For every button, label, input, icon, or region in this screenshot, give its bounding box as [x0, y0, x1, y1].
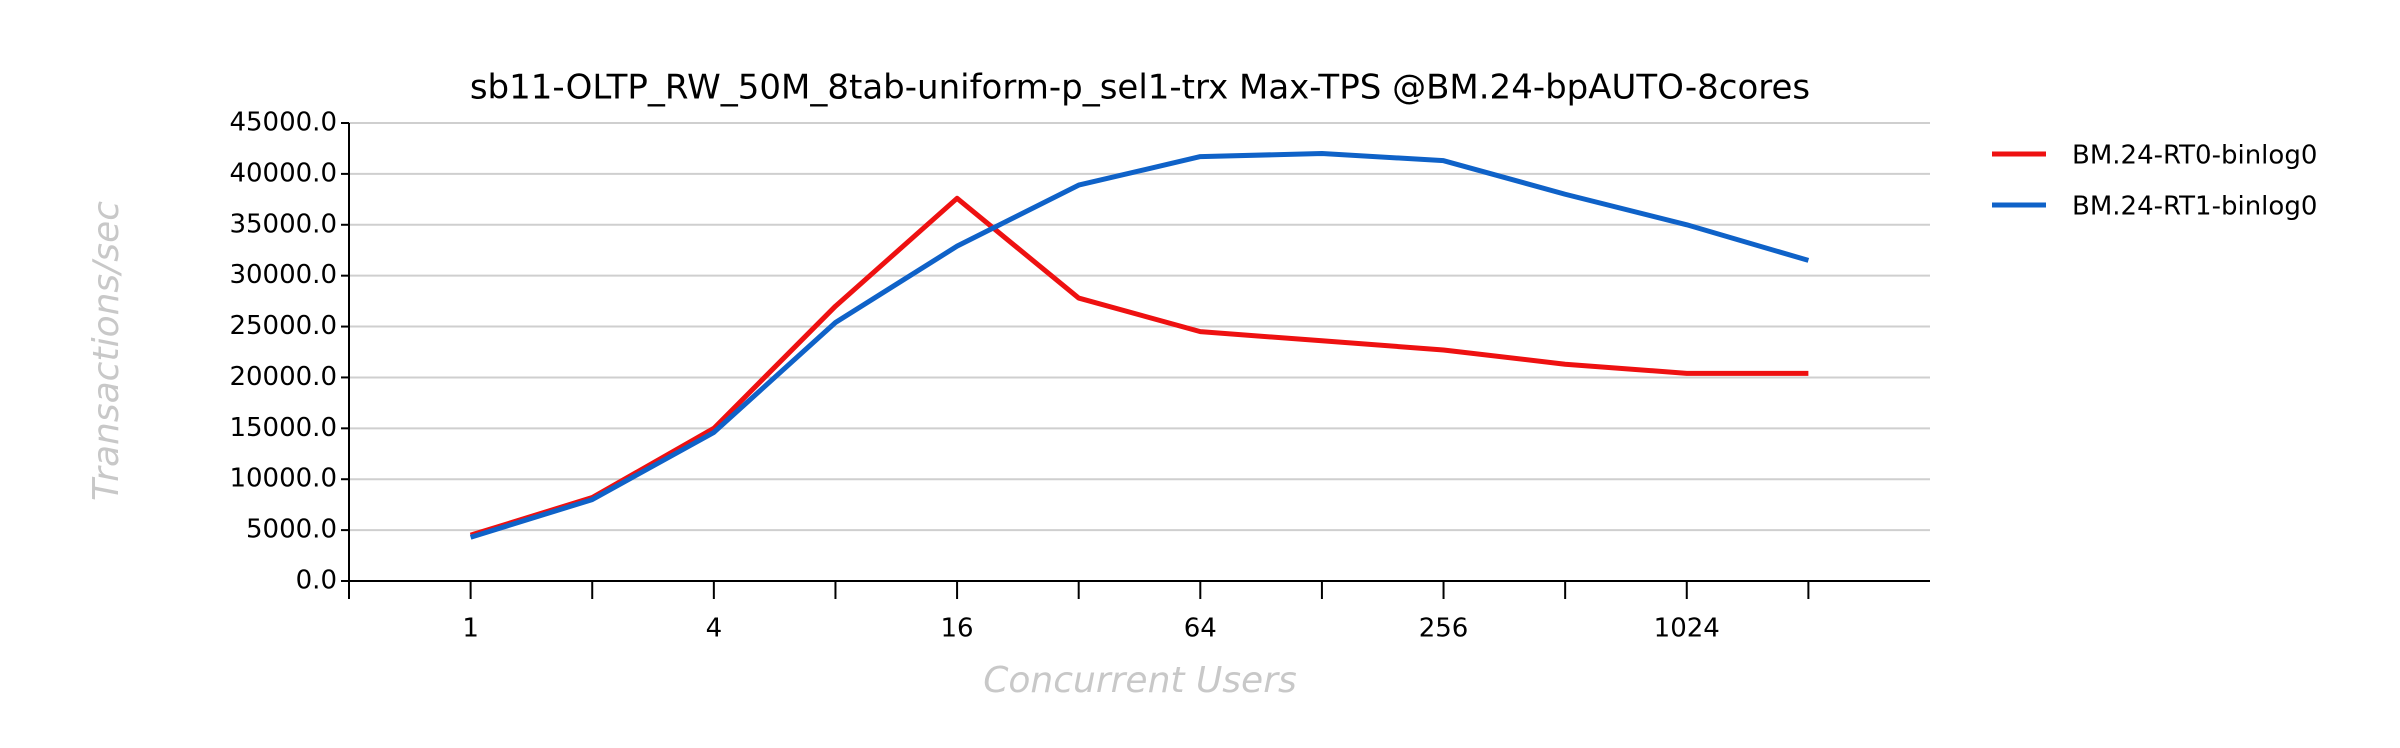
x-tick-label: 16 — [941, 614, 974, 644]
y-tick-label: 0.0 — [296, 566, 337, 596]
x-tick-label: 64 — [1184, 614, 1217, 644]
series-line — [469, 195, 1809, 538]
y-tick-label: 30000.0 — [229, 260, 337, 290]
y-tick-label: 45000.0 — [229, 108, 337, 138]
y-tick-label: 10000.0 — [229, 464, 337, 494]
x-tick-label: 1024 — [1654, 614, 1720, 644]
legend-label: BM.24-RT1-binlog0 — [2072, 192, 2317, 222]
y-tick-label: 40000.0 — [229, 158, 337, 188]
series-line — [469, 151, 1810, 540]
y-tick-label: 15000.0 — [229, 413, 337, 443]
y-axis-label: Transactions/sec — [86, 201, 127, 501]
y-tick-label: 25000.0 — [229, 311, 337, 341]
x-tick-label: 1 — [462, 614, 479, 644]
chart-title: sb11-OLTP_RW_50M_8tab-uniform-p_sel1-trx… — [470, 68, 1810, 108]
y-tick-label: 20000.0 — [229, 362, 337, 392]
y-tick-label: 5000.0 — [246, 515, 337, 545]
x-axis-label: Concurrent Users — [983, 660, 1297, 701]
x-tick-label: 256 — [1419, 614, 1469, 644]
y-tick-label: 35000.0 — [229, 209, 337, 239]
legend-label: BM.24-RT0-binlog0 — [2072, 141, 2317, 171]
x-tick-label: 4 — [706, 614, 723, 644]
